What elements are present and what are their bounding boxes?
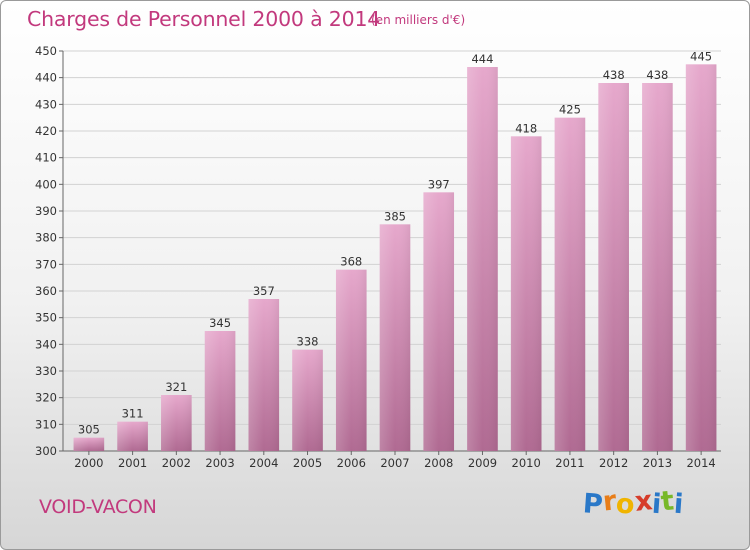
logo-letter: o [615, 488, 636, 521]
y-tick-label: 330 [35, 364, 57, 378]
y-tick-label: 320 [35, 391, 57, 405]
bar-shine-2007 [379, 224, 411, 451]
bar-shine-2009 [467, 67, 498, 451]
bar-shine-2006 [335, 269, 367, 451]
value-label-2011: 425 [559, 103, 581, 117]
y-tick-label: 310 [35, 417, 57, 431]
y-tick-label: 400 [35, 177, 57, 191]
x-tick-label-2011: 2011 [555, 456, 584, 470]
bar-shine-2014 [685, 64, 717, 452]
value-label-2005: 338 [297, 335, 319, 349]
y-tick-label: 340 [35, 337, 57, 351]
bar-shine-2003 [204, 331, 236, 451]
x-tick-label-2009: 2009 [468, 456, 497, 470]
bar-shine-2011 [554, 117, 586, 452]
x-tick-label-2008: 2008 [424, 456, 453, 470]
x-tick-label-2003: 2003 [205, 456, 234, 470]
value-label-2010: 418 [515, 121, 537, 135]
y-tick-label: 430 [35, 97, 57, 111]
bar-shine-2005 [292, 349, 323, 451]
value-label-2008: 397 [428, 177, 450, 191]
y-tick-label: 450 [35, 44, 57, 58]
y-tick-label: 410 [35, 151, 57, 165]
bar-shine-2012 [598, 83, 629, 451]
value-label-2001: 311 [122, 407, 144, 421]
y-tick-label: 360 [35, 284, 57, 298]
value-label-2003: 345 [209, 316, 231, 330]
bar-shine-2000 [73, 437, 105, 451]
x-tick-label-2002: 2002 [162, 456, 191, 470]
commune-name: VOID-VACON [39, 496, 157, 518]
y-tick-label: 440 [35, 71, 57, 85]
x-tick-label-2001: 2001 [118, 456, 147, 470]
value-label-2000: 305 [78, 423, 100, 437]
y-tick-label: 370 [35, 257, 57, 271]
chart-title: Charges de Personnel 2000 à 2014 [27, 7, 381, 31]
x-tick-label-2000: 2000 [74, 456, 103, 470]
bar-shine-2008 [423, 192, 455, 452]
value-label-2009: 444 [471, 52, 493, 66]
value-label-2014: 445 [690, 49, 712, 63]
value-label-2004: 357 [253, 284, 275, 298]
value-label-2006: 368 [340, 255, 362, 269]
chart-subtitle: (en milliers d'€) [371, 13, 466, 27]
logo-letter: P [581, 488, 604, 521]
logo-letter: i [673, 488, 685, 521]
x-tick-label-2010: 2010 [512, 456, 541, 470]
y-tick-label: 350 [35, 311, 57, 325]
x-tick-label-2006: 2006 [337, 456, 366, 470]
x-tick-label-2005: 2005 [293, 456, 322, 470]
value-label-2013: 438 [646, 68, 668, 82]
x-tick-label-2012: 2012 [599, 456, 628, 470]
bar-shine-2001 [117, 421, 148, 451]
value-label-2002: 321 [165, 380, 187, 394]
y-tick-label: 420 [35, 124, 57, 138]
x-tick-label-2014: 2014 [686, 456, 715, 470]
proxiti-logo: Proxiti [581, 485, 685, 521]
x-tick-label-2004: 2004 [249, 456, 278, 470]
value-label-2012: 438 [603, 68, 625, 82]
y-tick-label: 380 [35, 231, 57, 245]
bar-shine-2004 [248, 299, 280, 451]
bar-shine-2010 [510, 136, 542, 452]
bar-shine-2002 [161, 395, 192, 451]
y-tick-label: 390 [35, 204, 57, 218]
bar-shine-2013 [642, 83, 673, 451]
y-tick-label: 300 [35, 444, 57, 458]
value-label-2007: 385 [384, 209, 406, 223]
x-tick-label-2007: 2007 [380, 456, 409, 470]
x-tick-label-2013: 2013 [643, 456, 672, 470]
